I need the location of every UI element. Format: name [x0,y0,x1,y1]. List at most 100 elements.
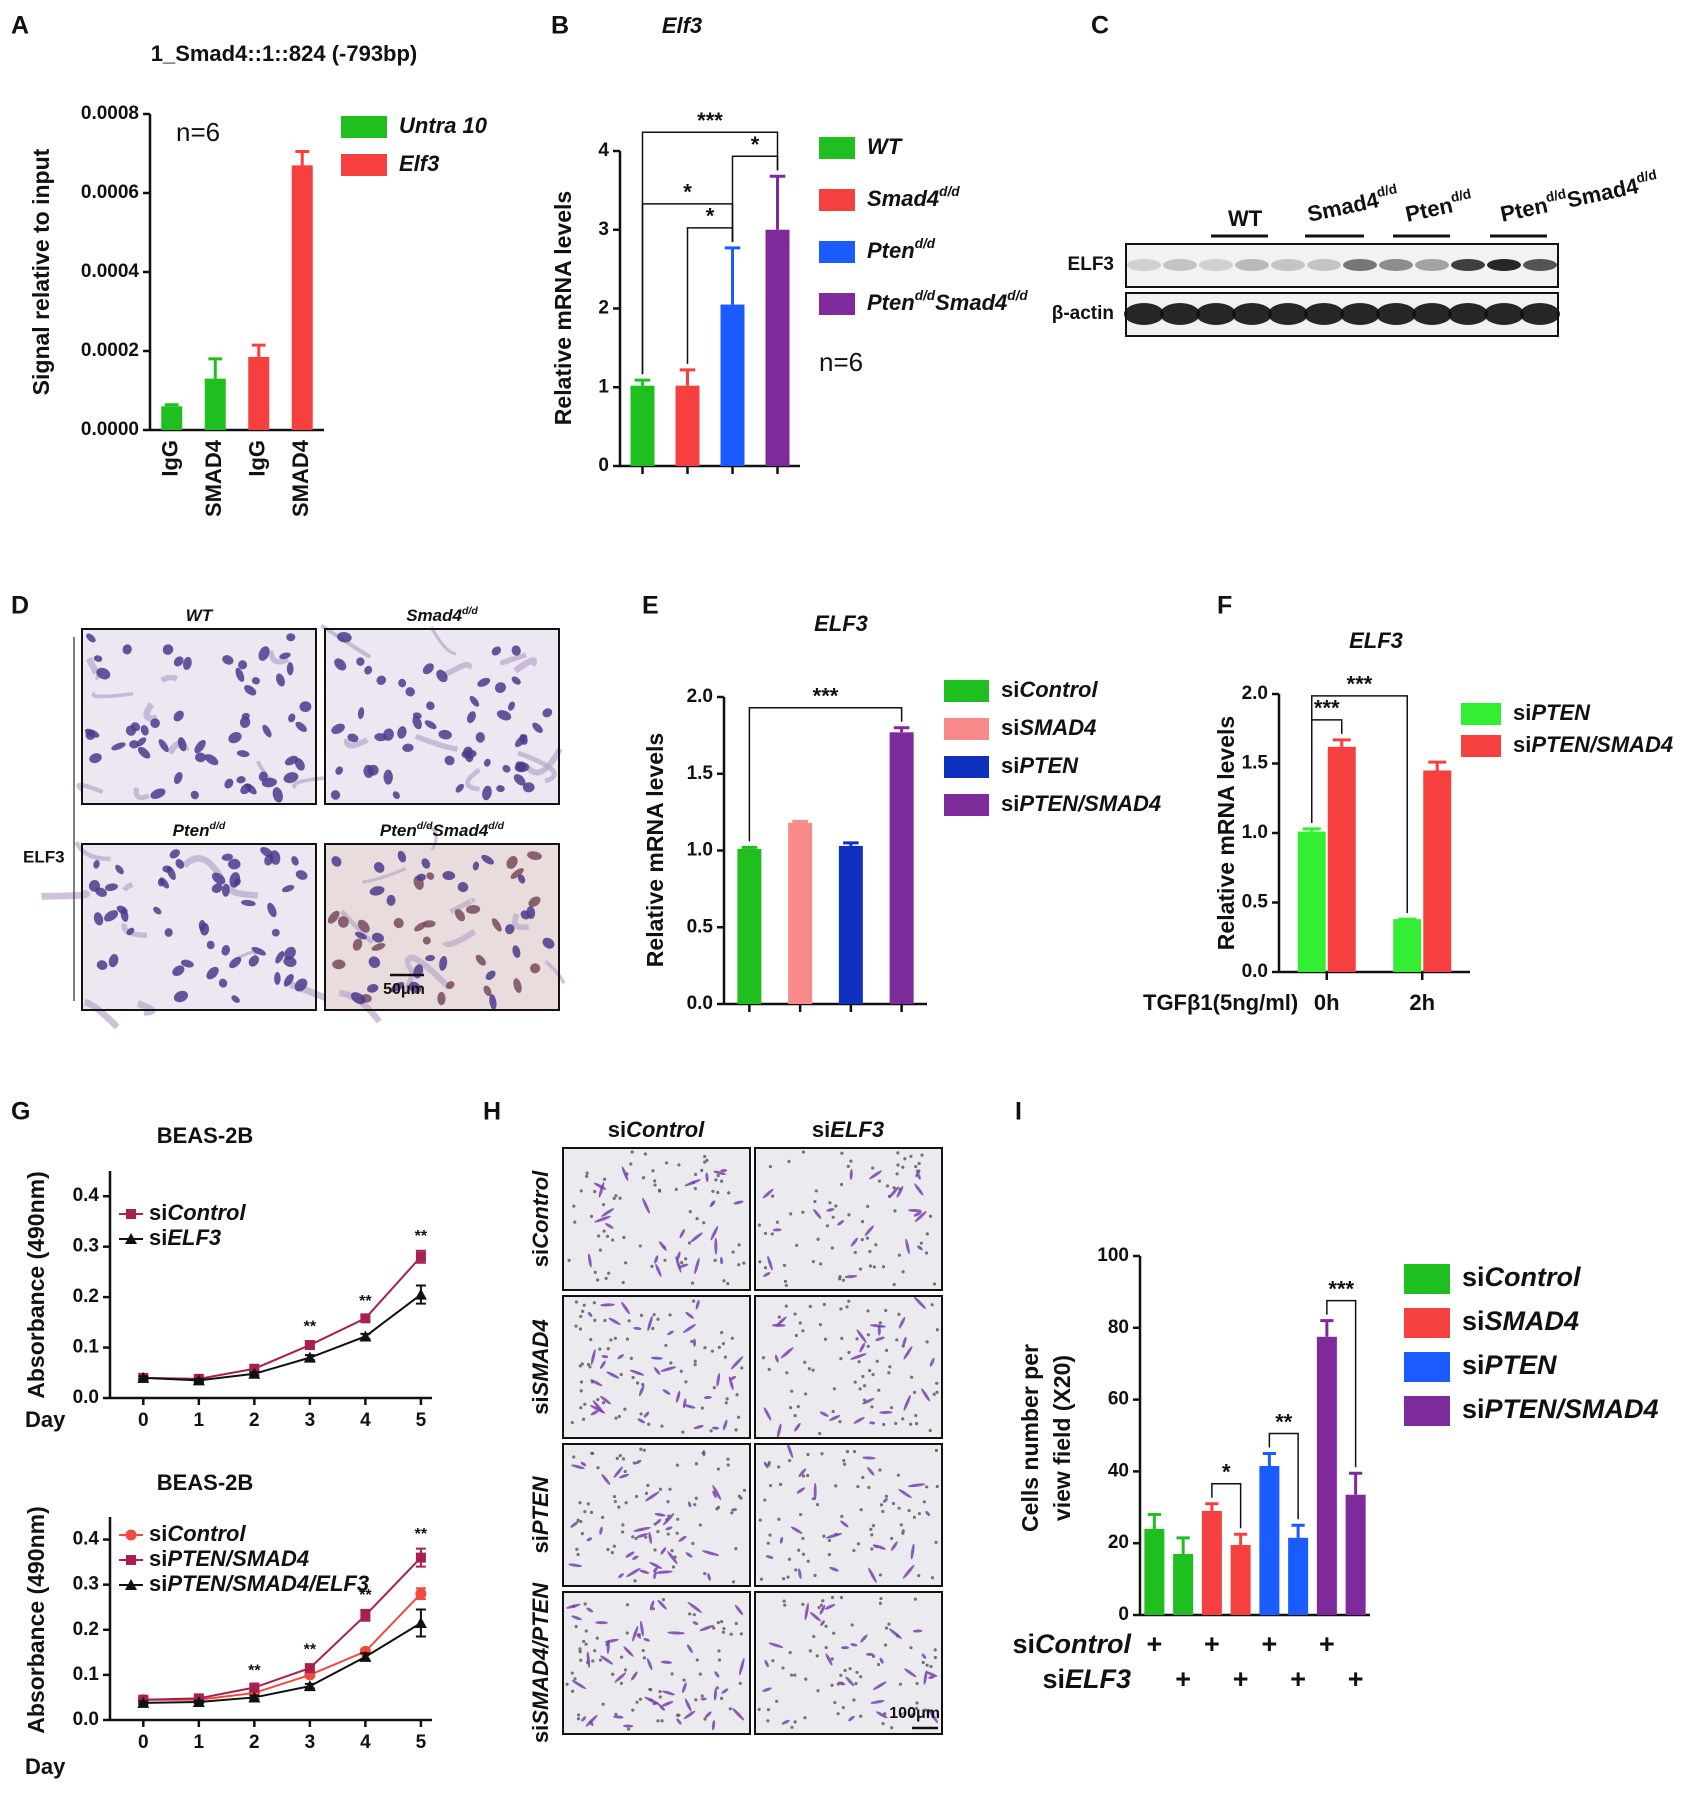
pore [680,1261,684,1265]
nucleus [426,872,435,880]
migrated-cell [643,1411,650,1418]
legend-label-run: Pten [867,238,915,263]
migrated-cell [653,1570,657,1580]
pore [867,1485,871,1490]
nucleus [267,902,277,918]
pore [690,1281,695,1285]
nucleus [337,916,349,928]
point [360,1313,371,1324]
y-tick-label: 0.4 [73,1185,100,1206]
point [304,1340,315,1351]
pore [833,1700,837,1705]
legend-label: siSMAD4 [1001,715,1096,740]
migrated-cell [763,1272,771,1277]
migrated-cell [713,1688,717,1701]
pore [606,1547,610,1552]
pore [703,1346,707,1350]
pore [907,1509,911,1513]
row-label-run: SMAD4/PTEN [528,1582,553,1725]
nucleus [236,776,246,784]
bar [1345,1494,1366,1615]
pore [935,1484,939,1489]
pore [884,1494,889,1498]
nucleus [93,912,104,926]
migrated-cell [888,1186,899,1199]
migrated-cell [625,1551,635,1558]
migrated-cell [675,1390,681,1403]
pore [580,1532,584,1536]
blot-band [1412,303,1452,325]
pore [715,1686,719,1690]
chart-title: BEAS-2B [157,1123,254,1148]
pore [623,1469,627,1474]
significance-label: ** [304,1319,317,1336]
migrated-cell [882,1498,888,1503]
pore [579,1389,583,1393]
legend-label-run: si [1001,753,1019,778]
legend-swatch [819,189,855,211]
nucleus [162,644,174,655]
pore [870,1547,874,1551]
chart-title-run: ELF3 [1349,628,1403,653]
migrated-cell [840,1520,849,1528]
legend-label-run: PTEN [1531,700,1591,725]
migrated-cell [909,1712,916,1718]
image-border [562,1591,751,1735]
nucleus [173,656,184,667]
pore [622,1235,626,1240]
pore [896,1163,900,1167]
pore [928,1214,933,1218]
pore [725,1397,729,1401]
blot-band [1235,259,1269,271]
migrated-cell [676,1718,682,1725]
pore [912,1390,917,1394]
pore [878,1601,882,1605]
pore [766,1719,770,1723]
pore [618,1454,622,1458]
image-label-run: d/d [462,605,478,617]
migrated-cell [848,1715,855,1722]
nucleus [335,766,344,775]
pore [763,1266,768,1270]
series-line [143,1622,422,1704]
nucleus [347,733,359,743]
y-tick-label: 1 [598,376,609,397]
image-label-run: Smad4 [433,821,489,840]
nucleus [231,995,240,1003]
blot-band [1232,303,1272,325]
pore [639,1412,643,1416]
pore [611,1672,615,1676]
pore [841,1278,846,1282]
pore [717,1345,721,1349]
migrated-cell [864,1225,874,1236]
bar [1173,1553,1194,1615]
tissue-fiber [525,747,563,776]
pore [788,1650,792,1655]
x-tick-label: 4 [360,1410,371,1431]
pore [623,1261,628,1265]
pore [757,1707,761,1711]
y-tick-label: 3 [598,219,609,240]
pore [576,1713,581,1717]
migrated-cell [601,1355,609,1359]
y-tick-label: 0.2 [73,1619,99,1640]
pore [895,1172,899,1176]
chart-title-run: ELF3 [814,611,868,636]
pore [768,1483,773,1488]
migrated-cell [682,1398,687,1409]
pore [724,1401,728,1405]
pore [609,1338,613,1342]
panel-letter: F [1217,592,1232,620]
migrated-cell [692,1621,699,1625]
pore [856,1484,860,1489]
pore [627,1727,631,1731]
pore [935,1328,939,1332]
migrated-cell [913,1296,926,1309]
nucleus [350,992,366,1005]
pore [877,1388,881,1392]
blot-band [1451,259,1485,271]
pore [576,1552,580,1557]
nucleus [506,856,518,869]
legend-label-run: si [1001,791,1019,816]
migrated-cell [819,1411,829,1417]
